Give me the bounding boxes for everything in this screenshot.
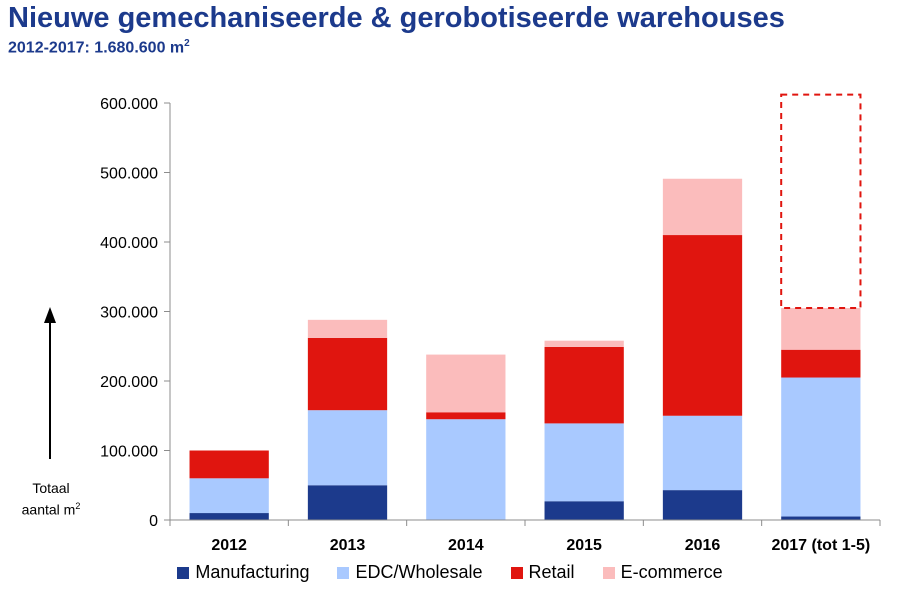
arrow-head-icon bbox=[44, 307, 56, 323]
bar-segment-retail bbox=[544, 346, 624, 424]
x-category-label: 2015 bbox=[566, 537, 602, 554]
bar-segment-manufacturing bbox=[307, 485, 388, 520]
y-tick-label: 300.000 bbox=[100, 305, 158, 322]
x-category-label: 2016 bbox=[685, 537, 721, 554]
legend-label: Retail bbox=[528, 562, 575, 582]
bar-segment-retail bbox=[426, 412, 506, 420]
y-tick-label: 500.000 bbox=[100, 166, 158, 183]
y-tick-label: 600.000 bbox=[100, 96, 158, 113]
y-axis-title-superscript: 2 bbox=[75, 501, 81, 511]
legend-item-retail: Retail bbox=[510, 562, 575, 583]
legend-label: E-commerce bbox=[620, 562, 723, 582]
legend-item-e-commerce: E-commerce bbox=[602, 562, 723, 583]
subtitle-superscript: 2 bbox=[184, 38, 190, 49]
legend-swatch bbox=[510, 566, 523, 579]
category-labels: 2012 2013 2014 2015 2016 2017 (tot 1-5) bbox=[211, 537, 870, 554]
bar-segment-edc-wholesale bbox=[307, 410, 388, 486]
bar-segment-retail bbox=[781, 349, 861, 378]
bar-segment-manufacturing bbox=[544, 501, 624, 520]
legend-item-edc-wholesale: EDC/Wholesale bbox=[337, 562, 483, 583]
bar-segment-retail bbox=[189, 450, 269, 479]
x-category-label: 2013 bbox=[330, 537, 366, 554]
y-axis-title-line2: aantal m2 bbox=[6, 497, 96, 519]
stacked-bar-chart: 0 100.000 200.000 300.000 400.000 500.000 600.… bbox=[44, 93, 881, 554]
y-axis-title-line2-text: aantal m bbox=[21, 501, 76, 518]
bar-segment-edc-wholesale bbox=[662, 415, 743, 491]
legend-swatch bbox=[177, 566, 190, 579]
x-category-label: 2017 (tot 1-5) bbox=[771, 537, 870, 554]
y-axis-title-line1: Totaal bbox=[32, 480, 70, 496]
bar-segment-manufacturing bbox=[781, 516, 861, 520]
legend-label: Manufacturing bbox=[195, 562, 310, 582]
y-tick-label: 200.000 bbox=[100, 374, 158, 391]
bar-segment-manufacturing bbox=[662, 490, 743, 520]
legend-swatch bbox=[602, 566, 615, 579]
bar-segment-e-commerce bbox=[781, 308, 861, 350]
y-tick-label: 100.000 bbox=[100, 444, 158, 461]
bar-segment-e-commerce bbox=[662, 178, 743, 236]
x-category-label: 2014 bbox=[448, 537, 484, 554]
bar-segment-e-commerce bbox=[544, 340, 624, 347]
bar-segment-e-commerce bbox=[426, 354, 506, 413]
x-category-label: 2012 bbox=[211, 537, 247, 554]
legend-label: EDC/Wholesale bbox=[355, 562, 483, 582]
chart-subtitle: 2012-2017: 1.680.600 m2 bbox=[8, 38, 190, 57]
bars bbox=[189, 93, 862, 520]
bar-segment-retail bbox=[662, 235, 743, 416]
projection-outline bbox=[780, 93, 862, 310]
bar-segment-edc-wholesale bbox=[544, 423, 624, 502]
legend-item-manufacturing: Manufacturing bbox=[177, 562, 309, 583]
axes bbox=[169, 103, 881, 526]
bar-segment-retail bbox=[307, 337, 388, 411]
legend-swatch bbox=[337, 566, 350, 579]
y-tick-label: 400.000 bbox=[100, 235, 158, 252]
y-axis-ticks: 0 100.000 200.000 300.000 400.000 500.000 600.… bbox=[100, 96, 170, 530]
y-axis-arrow bbox=[44, 307, 56, 459]
chart-title: Nieuwe gemechaniseerde & gerobotiseerde … bbox=[8, 2, 785, 34]
bar-segment-manufacturing bbox=[189, 513, 269, 520]
y-axis-title: Totaal aantal m2 bbox=[6, 479, 96, 519]
bar-segment-e-commerce bbox=[307, 319, 388, 338]
bar-segment-edc-wholesale bbox=[426, 419, 506, 520]
y-tick-label: 0 bbox=[149, 513, 158, 530]
bar-segment-edc-wholesale bbox=[781, 377, 861, 517]
subtitle-text: 2012-2017: 1.680.600 m bbox=[8, 39, 185, 57]
bar-segment-edc-wholesale bbox=[189, 478, 269, 514]
legend: Manufacturing EDC/Wholesale Retail E-commer… bbox=[0, 562, 900, 583]
